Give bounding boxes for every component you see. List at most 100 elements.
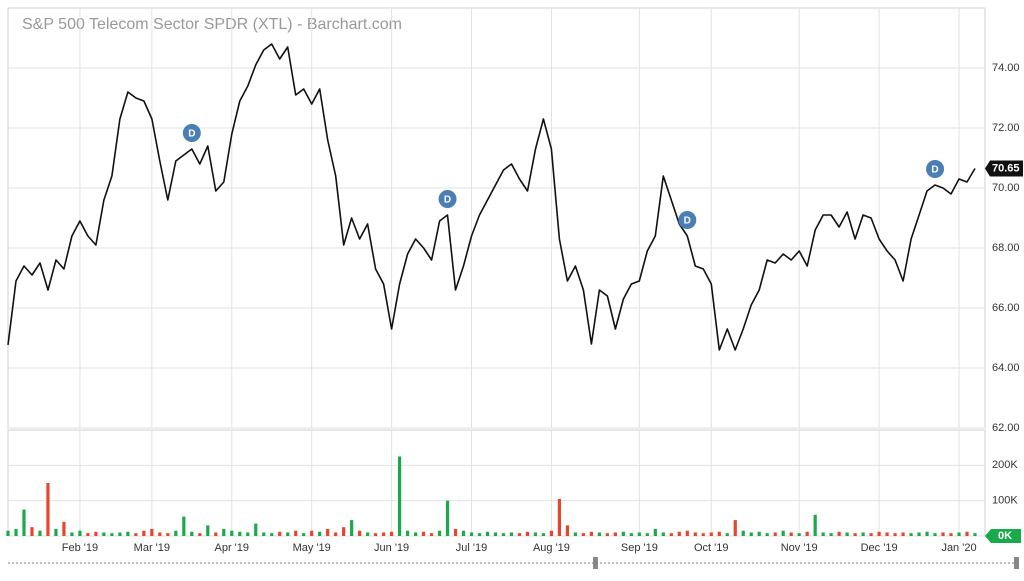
volume-bar (885, 532, 889, 536)
volume-bar (797, 533, 801, 536)
dividend-marker[interactable] (678, 211, 697, 229)
dividend-label: D (444, 195, 451, 206)
volume-bar (749, 532, 753, 536)
x-tick-label: May '19 (293, 542, 331, 554)
scroll-handle[interactable] (593, 557, 598, 569)
volume-bar (629, 533, 633, 536)
volume-bar (677, 531, 681, 536)
volume-bar (134, 533, 138, 536)
dividend-marker[interactable] (926, 160, 945, 178)
last-price-tag (985, 160, 1023, 177)
volume-bar (581, 533, 586, 536)
dividend-label: D (684, 216, 691, 227)
volume-bar (549, 530, 554, 536)
volume-bar (358, 530, 362, 536)
volume-bar (413, 532, 418, 536)
y-tick-label: 72.00 (992, 122, 1020, 134)
dividend-marker[interactable] (438, 190, 457, 208)
volume-bar (366, 532, 370, 536)
volume-bar (669, 533, 673, 536)
last-price-label: 70.65 (992, 162, 1020, 174)
volume-bar (773, 532, 777, 536)
volume-bar (190, 531, 194, 536)
volume-bar (637, 532, 641, 536)
volume-bar (485, 531, 490, 536)
volume-bar (469, 532, 474, 536)
x-tick-label: Feb '19 (62, 542, 98, 554)
volume-bar (150, 528, 154, 536)
x-tick-label: Mar '19 (134, 542, 170, 554)
volume-bar (501, 533, 506, 536)
volume-bar (437, 530, 442, 536)
volume-bar (326, 528, 330, 536)
volume-bar (310, 530, 314, 536)
volume-bar (925, 531, 929, 536)
volume-bar (78, 530, 82, 536)
volume-bar (421, 531, 426, 536)
volume-bar (14, 528, 18, 536)
volume-bar (917, 532, 921, 536)
volume-bar (174, 530, 178, 536)
volume-bar (254, 523, 258, 536)
volume-bar (214, 532, 218, 536)
volume-bar (573, 532, 578, 536)
y-tick-label: 0K (998, 530, 1012, 542)
volume-bar (206, 525, 210, 536)
volume-bar (653, 528, 657, 536)
y-tick-label: 68.00 (992, 242, 1020, 254)
volume-bar (893, 533, 897, 536)
volume-bar (941, 532, 945, 536)
volume-bar (765, 533, 769, 536)
volume-bar (318, 531, 322, 536)
volume-bar (445, 500, 450, 536)
x-tick-label: Dec '19 (861, 542, 898, 554)
volume-bar (86, 533, 90, 536)
volume-bar (789, 532, 793, 536)
volume-bar (933, 533, 937, 536)
volume-bar (909, 533, 913, 536)
y-tick-label: 100K (992, 495, 1018, 507)
volume-bar (246, 532, 250, 536)
volume-bar (126, 531, 130, 536)
volume-bar (30, 527, 34, 536)
volume-bar (382, 532, 386, 536)
volume-bar (397, 456, 402, 536)
x-tick-label: Jul '19 (456, 542, 487, 554)
volume-bar (517, 533, 522, 536)
volume-bar (781, 530, 785, 536)
x-tick-label: Aug '19 (533, 542, 570, 554)
volume-bar (262, 532, 266, 536)
volume-bar (901, 532, 905, 536)
volume-bar (294, 530, 298, 536)
volume-bar (270, 533, 274, 536)
volume-bar (829, 533, 833, 536)
volume-bar (94, 531, 98, 536)
volume-bar (965, 531, 969, 536)
volume-bar (509, 532, 514, 536)
volume-bar (222, 528, 226, 536)
volume-bar (238, 531, 242, 536)
dividend-marker[interactable] (182, 124, 201, 142)
current-volume-tag (985, 529, 1021, 543)
volume-bar (869, 533, 873, 536)
y-tick-label: 64.00 (992, 362, 1020, 374)
volume-bar (717, 531, 721, 536)
volume-bar (837, 531, 841, 536)
y-tick-label: 200K (992, 459, 1018, 471)
volume-bar (334, 532, 338, 536)
scroll-handle[interactable] (1014, 557, 1019, 569)
volume-bar (429, 533, 434, 536)
x-tick-label: Oct '19 (694, 542, 729, 554)
volume-bar (350, 520, 354, 536)
volume-bar (22, 509, 26, 536)
volume-bar (861, 532, 865, 536)
x-tick-label: Jun '19 (374, 542, 409, 554)
dividend-label: D (188, 129, 195, 140)
volume-bar (701, 533, 705, 536)
volume-bar (621, 531, 625, 536)
volume-bar (605, 533, 609, 536)
volume-bar (541, 533, 546, 536)
volume-bar (973, 533, 977, 536)
volume-bar (158, 532, 162, 536)
